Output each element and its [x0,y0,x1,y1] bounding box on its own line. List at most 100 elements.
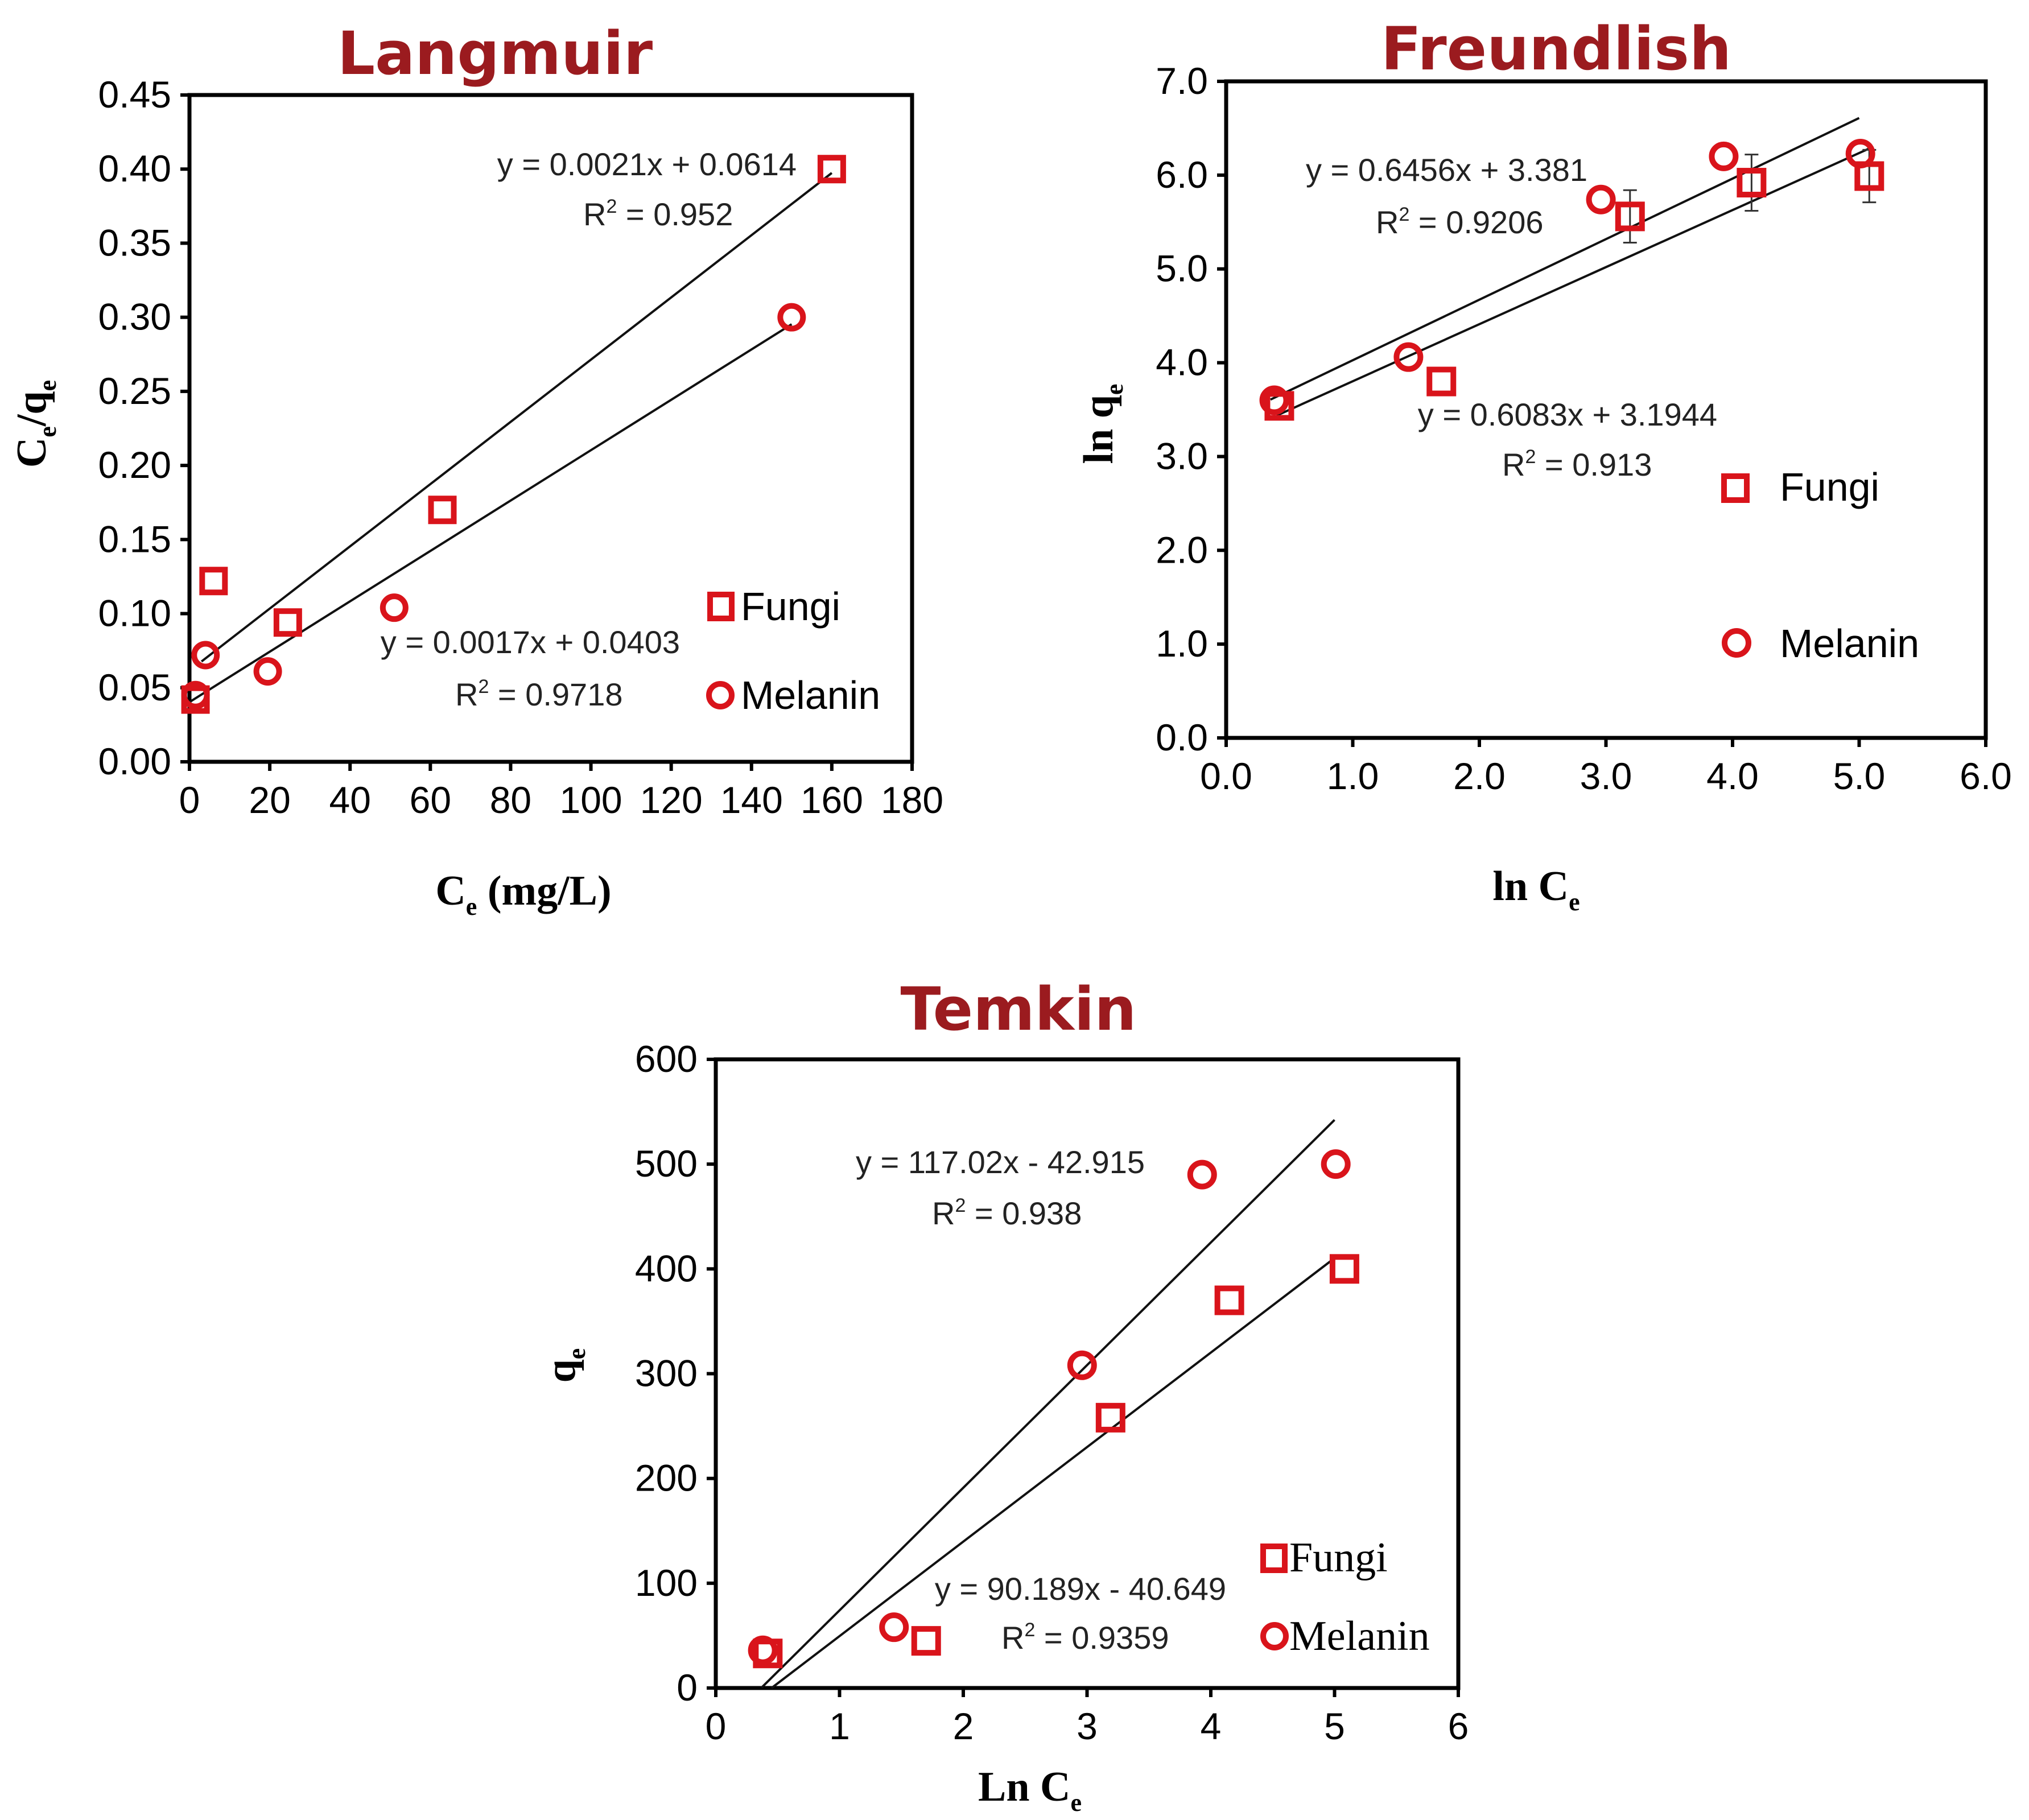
legend-melanin-label: Melanin [741,673,880,717]
langmuir-y-tick-label: 0.30 [98,296,171,338]
langmuir-y-tick-label: 0.40 [98,147,171,189]
freundlish-melanin-point [1709,141,1739,171]
freundlish-ticks: 0.0 1.0 2.0 3.0 4.0 5.0 6.0 0.0 1.0 2.0 3.0 4.0 5.0 6… [1156,60,2012,797]
langmuir-fungi-eq-text: y = 0.0021x + 0.0614 [497,146,797,182]
langmuir-melanin-r2: R2 = 0.9718 [455,676,622,712]
temkin-x-tick-label: 4 [1201,1705,1222,1747]
temkin-y-tick-label: 600 [635,1038,698,1080]
langmuir-plot-frame [187,93,914,764]
langmuir-x-tick-label: 140 [720,779,783,821]
temkin-fit-lines [761,1119,1335,1689]
temkin-x-tick-label: 5 [1324,1705,1345,1747]
freundlish-y-axis-label: ln qe [1075,384,1128,464]
langmuir-x-tick-label: 100 [559,779,622,821]
temkin-x-tick-label: 3 [1077,1705,1098,1747]
langmuir-y-tick-label: 0.10 [98,592,171,634]
temkin-fungi-point [911,1626,941,1656]
temkin-melanin-r2: R2 = 0.938 [932,1195,1082,1231]
langmuir-y-axis-label: Ce/qe [9,380,61,468]
langmuir-melanin-point [191,641,220,670]
temkin-y-tick-label: 0 [677,1666,698,1708]
langmuir-melanin-eq-text: y = 0.0017x + 0.0403 [381,624,680,660]
langmuir-fungi-fit-line [200,172,833,663]
langmuir-title: Langmuir [337,19,653,88]
temkin-melanin-eq-text: y = 117.02x - 42.915 [856,1144,1145,1180]
freundlish-y-tick-label: 0.0 [1156,716,1208,758]
legend-fungi-label: Fungi [1289,1534,1388,1581]
temkin-melanin-point [1067,1350,1097,1380]
temkin-melanin-point [1187,1159,1217,1190]
langmuir-y-tick-label: 0.05 [98,666,171,708]
langmuir-fungi-point [199,567,228,596]
temkin-x-axis-label: Ln Ce [978,1764,1082,1817]
temkin-melanin-point [1321,1149,1351,1179]
langmuir-chart: Langmuir 0 20 40 60 80 100 120 140 160 180 0.00 0.0… [9,19,943,921]
temkin-fungi-eq-text: y = 90.189x - 40.649 [935,1571,1226,1607]
freundlish-x-tick-label: 2.0 [1453,755,1506,797]
freundlish-x-tick-label: 1.0 [1327,755,1379,797]
langmuir-markers [181,155,846,714]
temkin-y-tick-label: 500 [635,1142,698,1185]
temkin-fungi-r2: R2 = 0.9359 [1001,1619,1169,1656]
freundlish-title: Freundlish [1381,14,1731,84]
freundlish-x-axis-label: ln Ce [1492,863,1580,916]
freundlish-fungi-equation: y = 0.6083x + 3.1944 R2 = 0.913 [1418,397,1717,482]
langmuir-y-tick-label: 0.35 [98,221,171,263]
legend-circle-marker [1722,628,1751,658]
freundlish-y-tick-label: 4.0 [1156,341,1208,383]
freundlish-y-tick-label: 7.0 [1156,60,1208,102]
temkin-fungi-equation: y = 90.189x - 40.649 R2 = 0.9359 [935,1571,1226,1656]
freundlish-x-tick-label: 3.0 [1580,755,1632,797]
freundlish-fungi-error-bar [1745,154,1759,212]
legend-circle-marker [706,681,735,709]
temkin-y-tick-label: 200 [635,1457,698,1499]
langmuir-fungi-equation: y = 0.0021x + 0.0614 R2 = 0.952 [497,146,797,232]
freundlish-y-tick-label: 6.0 [1156,154,1208,196]
temkin-x-tick-label: 1 [829,1705,850,1747]
freundlish-y-tick-label: 2.0 [1156,529,1208,571]
temkin-y-axis-label: qe [538,1348,591,1383]
freundlish-melanin-point [1586,184,1616,214]
freundlish-melanin-eq-text: y = 0.6456x + 3.381 [1306,152,1587,188]
temkin-y-tick-label: 300 [635,1352,698,1394]
freundlish-x-tick-label: 5.0 [1833,755,1886,797]
langmuir-y-tick-label: 0.00 [98,740,171,782]
freundlish-x-tick-label: 0.0 [1200,755,1252,797]
temkin-x-tick-label: 6 [1448,1705,1469,1747]
langmuir-x-tick-label: 60 [410,779,451,821]
temkin-x-tick-label: 0 [706,1705,727,1747]
temkin-markers [748,1149,1359,1669]
freundlish-melanin-r2: R2 = 0.9206 [1376,204,1543,240]
legend-square-marker [1260,1544,1288,1573]
temkin-fungi-point [1214,1285,1244,1315]
langmuir-fungi-point [817,155,846,184]
freundlish-fungi-point [1615,201,1645,232]
langmuir-melanin-point [253,657,282,686]
temkin-y-tick-label: 100 [635,1562,698,1604]
freundlish-melanin-point [1259,385,1289,415]
langmuir-fit-lines [188,172,833,703]
freundlish-fungi-point [1264,391,1294,421]
temkin-melanin-point [879,1612,909,1642]
freundlish-melanin-equation: y = 0.6456x + 3.381 R2 = 0.9206 [1306,152,1587,240]
temkin-fungi-point [1329,1254,1359,1284]
temkin-ticks: 0 1 2 3 4 5 6 0 100 200 300 400 500 600 [635,1038,1469,1747]
freundlish-y-tick-label: 5.0 [1156,247,1208,290]
freundlish-fungi-point [1737,168,1767,198]
freundlish-melanin-fit-line [1270,117,1860,401]
langmuir-melanin-point [181,680,210,709]
langmuir-x-tick-label: 20 [249,779,290,821]
temkin-melanin-fit-line [761,1119,1335,1689]
langmuir-x-tick-label: 160 [801,779,863,821]
temkin-fungi-point [1095,1402,1125,1433]
legend-square-marker [1721,473,1750,503]
legend-square-marker [707,592,735,621]
langmuir-melanin-equation: y = 0.0017x + 0.0403 R2 = 0.9718 [381,624,680,712]
legend-fungi-label: Fungi [741,584,840,629]
freundlish-markers [1259,138,1884,421]
langmuir-melanin-fit-line [188,323,793,703]
langmuir-fungi-point [428,496,457,525]
freundlish-fungi-r2: R2 = 0.913 [1502,446,1652,482]
langmuir-fungi-r2: R2 = 0.952 [583,196,733,232]
